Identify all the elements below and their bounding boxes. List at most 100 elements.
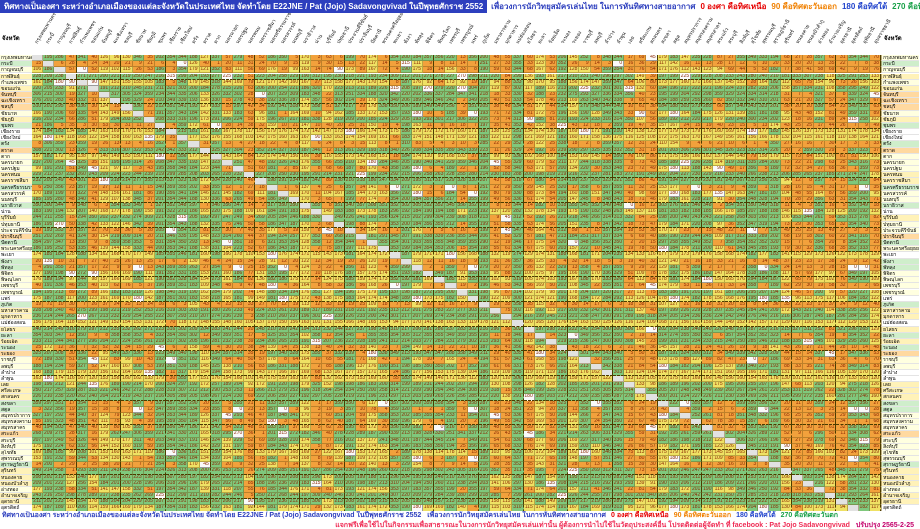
bearing-cell[interactable]: 157 [568, 246, 580, 253]
bearing-cell[interactable]: 172 [300, 277, 312, 284]
bearing-cell[interactable]: 41 [87, 196, 100, 204]
bearing-cell[interactable]: 146 [780, 209, 792, 216]
bearing-cell[interactable]: 213 [400, 351, 412, 358]
bearing-cell[interactable]: 294 [76, 215, 88, 222]
bearing-cell[interactable]: 277 [456, 308, 468, 315]
bearing-cell[interactable]: 52 [490, 166, 502, 173]
bearing-cell[interactable]: 164 [288, 110, 301, 117]
bearing-cell[interactable]: 38 [490, 104, 502, 111]
bearing-cell[interactable]: 257 [288, 233, 301, 241]
bearing-cell[interactable]: 328 [177, 277, 189, 284]
bearing-cell[interactable]: 145 [657, 345, 669, 352]
bearing-cell[interactable]: 82 [869, 215, 882, 222]
bearing-cell[interactable]: 1 [389, 227, 401, 234]
bearing-cell[interactable]: 63 [523, 221, 535, 228]
bearing-cell[interactable]: 344 [590, 351, 602, 358]
bearing-cell[interactable]: 221 [288, 85, 301, 92]
bearing-cell[interactable]: 351 [612, 283, 625, 290]
bearing-cell[interactable]: 271 [423, 73, 435, 80]
bearing-cell[interactable]: 343 [612, 196, 625, 204]
bearing-cell[interactable]: 47 [646, 221, 658, 228]
bearing-cell[interactable]: 252 [288, 388, 301, 395]
bearing-cell[interactable]: 333 [758, 55, 770, 62]
bearing-cell[interactable]: 359 [802, 147, 815, 154]
bearing-cell[interactable]: 199 [478, 221, 491, 228]
bearing-cell[interactable]: 12 [277, 258, 289, 265]
bearing-cell[interactable]: 357 [277, 400, 289, 407]
bearing-cell[interactable]: 248 [255, 326, 267, 333]
bearing-cell[interactable]: 143 [322, 252, 334, 259]
bearing-cell[interactable]: 188 [769, 270, 781, 278]
bearing-cell[interactable]: 241 [355, 215, 368, 222]
bearing-cell[interactable]: 20 [333, 122, 345, 130]
bearing-cell[interactable]: 96 [110, 55, 122, 62]
bearing-cell[interactable]: 355 [467, 240, 479, 247]
bearing-cell[interactable]: 178 [233, 129, 245, 136]
bearing-cell[interactable]: 206 [54, 110, 66, 117]
bearing-cell[interactable]: 175 [534, 246, 546, 253]
bearing-cell[interactable]: 252 [579, 55, 591, 62]
bearing-cell[interactable]: 332 [624, 215, 636, 222]
bearing-cell[interactable]: 186 [400, 369, 412, 376]
bearing-cell[interactable]: 319 [512, 277, 524, 284]
bearing-cell[interactable]: 17 [154, 258, 167, 265]
bearing-cell[interactable]: 85 [322, 363, 334, 370]
bearing-cell[interactable]: 14 [311, 67, 323, 74]
bearing-cell[interactable]: 173 [300, 104, 312, 111]
bearing-cell[interactable]: 100 [825, 153, 837, 160]
bearing-cell[interactable]: 355 [434, 221, 446, 228]
bearing-cell[interactable]: 226 [679, 308, 692, 315]
bearing-cell[interactable]: 350 [612, 332, 625, 339]
bearing-cell[interactable]: 19 [378, 258, 390, 265]
bearing-cell[interactable]: 179 [411, 129, 424, 136]
bearing-cell[interactable]: 83 [311, 375, 323, 383]
bearing-cell[interactable]: 296 [814, 431, 826, 438]
bearing-cell[interactable]: 172 [255, 382, 267, 389]
bearing-cell[interactable]: 334 [847, 431, 859, 438]
bearing-cell[interactable]: 145 [221, 190, 234, 197]
bearing-cell[interactable]: 19 [456, 283, 468, 290]
bearing-cell[interactable]: 329 [612, 431, 625, 438]
bearing-cell[interactable]: 332 [758, 412, 770, 420]
bearing-cell[interactable]: 168 [679, 190, 692, 197]
bearing-cell[interactable]: 348 [177, 203, 189, 210]
bearing-cell[interactable]: 61 [825, 419, 837, 426]
bearing-cell[interactable]: 245 [545, 314, 558, 321]
bearing-cell[interactable]: 0 [758, 406, 770, 413]
bearing-cell[interactable]: 17 [456, 425, 468, 432]
bearing-cell[interactable]: 212 [400, 308, 412, 315]
bearing-cell[interactable]: 70 [266, 61, 278, 68]
bearing-cell[interactable]: 102 [825, 277, 837, 284]
bearing-cell[interactable]: 325 [836, 73, 848, 80]
bearing-cell[interactable]: 71 [43, 301, 55, 308]
bearing-cell[interactable]: 196 [367, 394, 379, 401]
bearing-cell[interactable]: 57 [836, 289, 848, 296]
bearing-cell[interactable]: 38 [635, 301, 647, 308]
bearing-cell[interactable]: 93 [121, 419, 133, 426]
bearing-cell[interactable]: 4 [210, 345, 222, 352]
bearing-cell[interactable]: 169 [568, 98, 580, 105]
bearing-cell[interactable]: 6 [378, 55, 390, 62]
bearing-cell[interactable]: 181 [132, 190, 144, 197]
bearing-cell[interactable]: 126 [713, 110, 725, 117]
bearing-cell[interactable]: 346 [166, 233, 178, 241]
bearing-cell[interactable]: 354 [166, 240, 178, 247]
bearing-cell[interactable]: 192 [534, 147, 546, 154]
bearing-cell[interactable]: 317 [266, 203, 278, 210]
bearing-cell[interactable]: 3 [76, 122, 88, 130]
bearing-cell[interactable]: 151 [713, 369, 725, 376]
bearing-cell[interactable]: 318 [557, 203, 569, 210]
bearing-cell[interactable]: 18 [501, 332, 513, 339]
bearing-cell[interactable]: 201 [188, 431, 200, 438]
bearing-cell[interactable]: 225 [679, 159, 692, 167]
bearing-cell[interactable]: 168 [300, 425, 312, 432]
bearing-cell[interactable]: 60 [322, 233, 334, 241]
bearing-cell[interactable]: 230 [333, 73, 345, 80]
bearing-cell[interactable]: 205 [188, 394, 200, 401]
bearing-cell[interactable]: 308 [32, 147, 44, 154]
bearing-cell[interactable]: 68 [869, 412, 882, 420]
bearing-cell[interactable]: 14 [758, 301, 770, 308]
bearing-cell[interactable]: 224 [679, 394, 692, 401]
bearing-cell[interactable]: 122 [490, 295, 502, 302]
bearing-cell[interactable]: 25 [244, 264, 256, 271]
